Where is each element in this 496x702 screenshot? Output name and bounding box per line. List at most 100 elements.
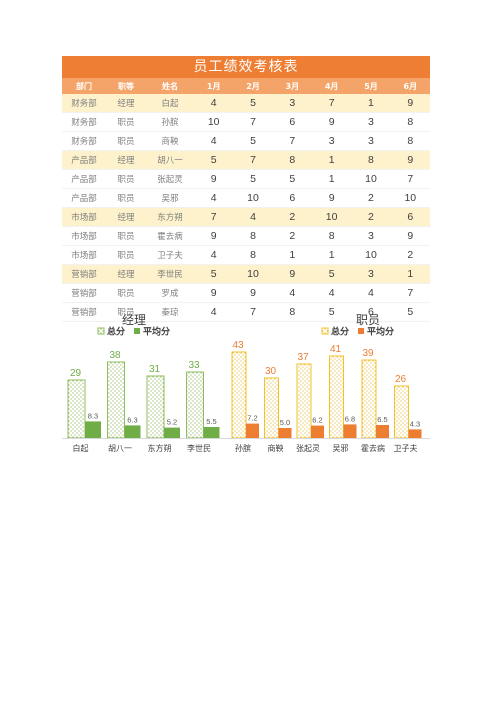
score-cell: 9	[194, 169, 234, 189]
table-row: 财务部 职员 孙膑 10 7 6 9 3 8	[62, 112, 430, 132]
dept-cell: 财务部	[62, 131, 106, 151]
score-cell: 10	[233, 188, 273, 208]
score-cell: 6	[272, 188, 312, 208]
bar-average	[278, 428, 292, 438]
table-row: 营销部 经理 李世民 5 10 9 5 3 1	[62, 264, 430, 284]
score-cell: 7	[233, 112, 273, 132]
table-header-row: 部门 职等 姓名 1月 2月 3月 4月 5月 6月	[62, 78, 430, 94]
table-row: 市场部 经理 东方朔 7 4 2 10 2 6	[62, 207, 430, 227]
chart-legend: 总分 平均分	[97, 326, 170, 338]
dept-cell: 产品部	[62, 150, 106, 170]
data-label-average: 5.2	[167, 418, 177, 427]
score-cell: 1	[390, 264, 430, 284]
data-label-average: 6.5	[377, 415, 387, 424]
score-cell: 9	[194, 226, 234, 246]
score-cell: 3	[351, 264, 391, 284]
category-label: 孙膑	[235, 443, 251, 453]
score-cell: 4	[194, 188, 234, 208]
legend-label-avg: 平均分	[143, 326, 170, 338]
grade-cell: 经理	[106, 150, 146, 170]
bar-average	[343, 424, 357, 438]
score-cell: 3	[351, 131, 391, 151]
score-cell: 6	[272, 112, 312, 132]
grade-cell: 经理	[106, 207, 146, 227]
score-cell: 4	[194, 245, 234, 265]
category-label: 胡八一	[108, 443, 132, 453]
score-cell: 5	[311, 302, 352, 322]
legend-label-total: 总分	[107, 326, 125, 338]
data-label-total: 43	[232, 340, 244, 351]
score-cell: 8	[390, 112, 430, 132]
bar-average	[408, 429, 422, 438]
legend-swatch-total	[321, 327, 329, 335]
bar-average	[311, 425, 324, 438]
bar-total	[329, 355, 344, 439]
grade-cell: 职员	[106, 131, 146, 151]
data-label-total: 41	[330, 344, 342, 355]
score-cell: 5	[233, 169, 273, 189]
grade-cell: 职员	[106, 112, 146, 132]
score-cell: 6	[351, 302, 391, 322]
score-cell: 8	[233, 245, 273, 265]
bar-average	[164, 427, 180, 438]
column-header: 1月	[194, 78, 234, 94]
bar-total	[146, 375, 165, 439]
data-label-average: 5.0	[280, 418, 290, 427]
name-cell: 卫子夫	[146, 245, 194, 265]
bar-total	[186, 371, 204, 439]
score-cell: 2	[272, 226, 312, 246]
column-header: 6月	[390, 78, 430, 94]
score-cell: 2	[390, 245, 430, 265]
score-cell: 8	[272, 150, 312, 170]
chart-title: 职员	[356, 313, 380, 327]
column-header: 部门	[62, 78, 106, 94]
bar-total	[231, 351, 247, 439]
score-cell: 7	[272, 131, 312, 151]
category-label: 吴邪	[333, 444, 349, 453]
category-label: 张起灵	[296, 444, 320, 453]
score-cell: 9	[311, 188, 352, 208]
category-label: 李世民	[187, 443, 211, 453]
score-cell: 8	[272, 302, 312, 322]
table-row: 市场部 职员 卫子夫 4 8 1 1 10 2	[62, 245, 430, 265]
score-cell: 5	[194, 264, 234, 284]
grade-cell: 职员	[106, 188, 146, 208]
grade-cell: 经理	[106, 94, 146, 113]
column-header: 5月	[351, 78, 391, 94]
score-cell: 9	[194, 283, 234, 303]
score-cell: 1	[351, 94, 391, 113]
score-cell: 7	[390, 169, 430, 189]
score-cell: 2	[351, 188, 391, 208]
score-cell: 10	[233, 264, 273, 284]
score-cell: 10	[194, 112, 234, 132]
table-row: 营销部 职员 秦琼 4 7 8 5 6 5	[62, 302, 430, 322]
score-cell: 3	[272, 94, 312, 113]
score-cell: 8	[233, 226, 273, 246]
score-cell: 4	[233, 207, 273, 227]
category-label: 白起	[73, 443, 89, 453]
bar-chart-area: 经理 总分 平均分 29 8.3 白起 38 6.3 胡八一 31 5.2 东方朔 33 5.5 李世民 职员…	[62, 306, 430, 466]
table-row: 产品部 职员 张起灵 9 5 5 1 10 7	[62, 169, 430, 189]
data-label-average: 4.3	[410, 419, 420, 428]
score-cell: 7	[233, 150, 273, 170]
data-label-total: 39	[362, 348, 374, 359]
score-cell: 3	[351, 112, 391, 132]
column-header: 4月	[311, 78, 352, 94]
score-cell: 10	[351, 245, 391, 265]
score-cell: 5	[194, 150, 234, 170]
name-cell: 秦琼	[146, 302, 194, 322]
category-label: 商鞅	[268, 443, 284, 453]
name-cell: 李世民	[146, 264, 194, 284]
score-cell: 7	[194, 207, 234, 227]
name-cell: 霍去病	[146, 226, 194, 246]
grade-cell: 职员	[106, 226, 146, 246]
data-label-total: 26	[395, 374, 407, 385]
legend-swatch-avg	[358, 328, 364, 334]
score-cell: 3	[311, 131, 352, 151]
dept-cell: 营销部	[62, 283, 106, 303]
data-label-total: 38	[109, 350, 121, 361]
score-cell: 7	[390, 283, 430, 303]
score-cell: 1	[311, 169, 352, 189]
score-cell: 9	[390, 94, 430, 113]
